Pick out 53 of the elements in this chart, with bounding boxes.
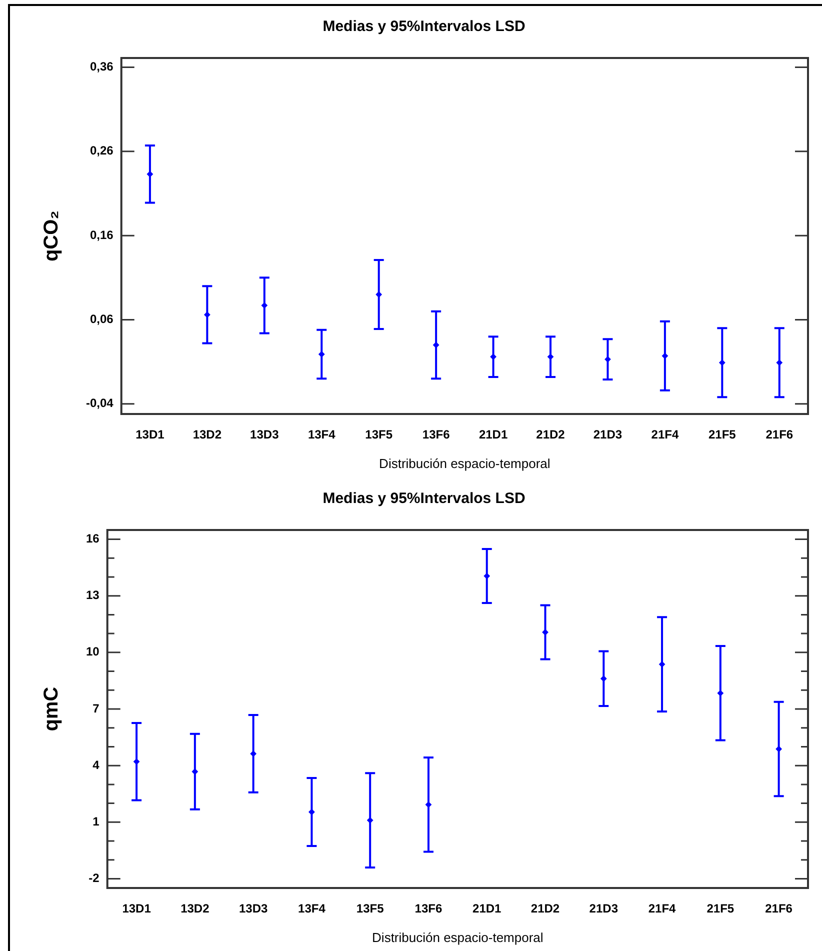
x-tick-label: 13D1 <box>136 428 165 442</box>
x-tick-label: 21D2 <box>536 428 566 442</box>
x-tick-label: 21F4 <box>651 428 679 442</box>
y-tick-label: -0,04 <box>86 396 114 410</box>
x-tick-label: 21D2 <box>530 902 560 916</box>
x-tick-label: 21D3 <box>589 902 618 916</box>
x-tick-label: 13D1 <box>122 902 152 916</box>
x-tick-label: 13F5 <box>365 428 393 442</box>
x-tick-label: 21F5 <box>706 902 734 916</box>
point <box>717 690 724 696</box>
y-tick-label: 7 <box>92 701 100 716</box>
point <box>776 360 782 366</box>
x-tick-label: 13F6 <box>414 902 442 916</box>
chart-title: Medias y 95%Intervalos LSD <box>322 18 526 36</box>
point <box>318 351 325 358</box>
x-tick-label: 21D1 <box>472 902 502 916</box>
point <box>204 312 210 318</box>
x-axis-title: Distribución espacio-temporal <box>379 456 550 471</box>
x-tick-label: 21D1 <box>478 428 508 442</box>
y-axis-title: qCO₂ <box>40 210 63 262</box>
x-tick-label: 13D3 <box>238 902 268 916</box>
y-tick-label: 13 <box>86 588 100 602</box>
y-axis-title: qmC <box>40 686 63 732</box>
y-tick-label: -2 <box>88 871 100 886</box>
x-tick-label: 13F4 <box>298 902 326 916</box>
y-tick-label: 16 <box>86 532 100 546</box>
x-tick-label: 21F4 <box>648 902 676 916</box>
x-tick-label: 13F5 <box>356 902 384 916</box>
chart-title: Medias y 95%Intervalos LSD <box>322 490 526 508</box>
point <box>367 817 374 824</box>
y-tick-label: 0,26 <box>90 144 114 158</box>
y-tick-label: 0,06 <box>90 312 114 326</box>
x-tick-label: 21F6 <box>765 902 793 916</box>
x-tick-label: 13F6 <box>422 428 450 442</box>
point <box>542 629 548 636</box>
y-tick-label: 10 <box>86 644 100 659</box>
y-tick-label: 0,36 <box>90 60 114 74</box>
y-tick-label: 0,16 <box>90 228 114 242</box>
x-tick-label: 21F6 <box>766 428 794 442</box>
x-tick-label: 13F4 <box>308 428 336 442</box>
point <box>250 750 256 757</box>
point <box>490 354 496 360</box>
x-tick-label: 21F5 <box>708 428 736 442</box>
x-tick-label: 13D3 <box>250 428 280 442</box>
point <box>600 676 607 682</box>
point <box>192 768 198 775</box>
x-axis-title: Distribución espacio-temporal <box>372 930 544 945</box>
y-tick-label: 4 <box>92 758 100 772</box>
x-tick-label: 13D2 <box>192 428 222 442</box>
x-tick-label: 13D2 <box>180 902 210 916</box>
point <box>719 360 726 366</box>
x-tick-label: 21D3 <box>593 428 622 442</box>
y-tick-label: 1 <box>92 814 100 828</box>
